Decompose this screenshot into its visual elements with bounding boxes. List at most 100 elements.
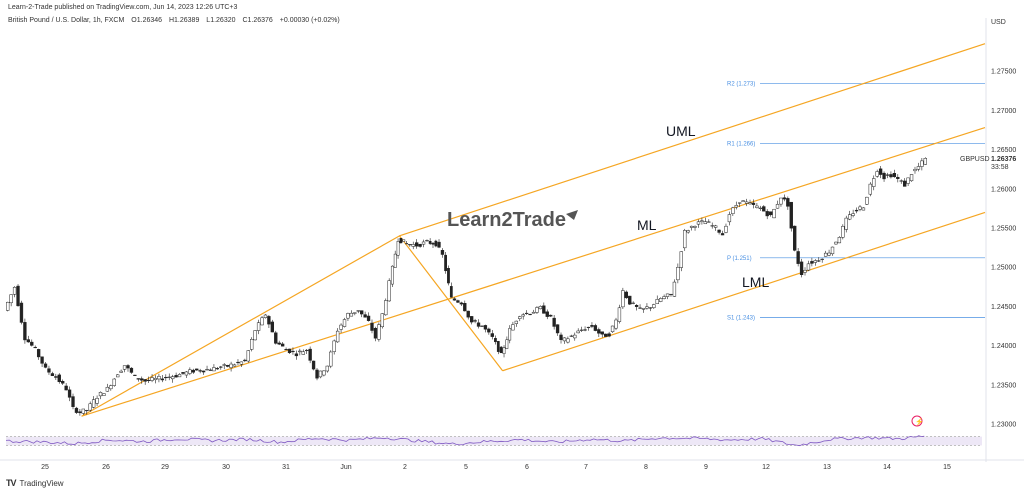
rsi-line [5,435,925,447]
pivot-label: R2 (1.273) [727,82,755,88]
candle-body [569,335,573,337]
candle-body [889,174,893,178]
candle-body [717,229,721,233]
candle-body [837,237,842,244]
candle-body [246,350,250,362]
candle-body [576,330,580,334]
candle-body [150,377,154,381]
candle-body [81,408,85,414]
candle-body [459,302,464,305]
candle-body [566,338,570,343]
candle-body [631,302,635,304]
candle-body [291,350,295,353]
candle-body [263,314,268,318]
candle-body [844,217,848,230]
currency-label: USD [991,19,1006,26]
candle-body [380,313,384,328]
candle-body [806,263,811,271]
candle-body [607,333,611,337]
candle-body [665,293,670,297]
candle-body [219,366,223,368]
candle-body [57,374,61,383]
candle-body [628,295,632,305]
time-tick-label: 5 [464,464,468,471]
candle-body [799,261,804,275]
instrument-name: British Pound / U.S. Dollar, 1h, FXCM [8,17,125,24]
candle-body [731,207,735,214]
candle-body [727,214,732,223]
candle-body [793,225,797,251]
candle-body [431,242,435,245]
candle-body [102,393,106,396]
candle-body [399,238,403,244]
candle-body [366,315,371,321]
time-tick-label: Jun [340,464,351,471]
watermark-arrow-icon [566,210,578,220]
change-value: +0.00030 (+0.02%) [279,17,340,24]
candle-body [415,242,419,247]
candle-body [700,220,704,222]
candle-body [583,329,587,331]
candle-body [329,351,333,367]
candle-body [521,314,525,317]
candle-body [160,378,165,381]
candle-body [325,365,329,372]
time-tick-label: 14 [883,464,891,471]
candle-body [64,385,68,391]
candle-body [402,239,406,242]
candle-body [648,307,653,309]
candle-body [16,285,20,307]
candle-body [308,348,312,361]
candle-body [85,409,89,412]
candle-body [775,204,780,209]
countdown-label: 33:58 [991,164,1009,171]
pivot-label: R1 (1.266) [727,141,755,147]
time-tick-label: 15 [943,464,951,471]
median-line [81,127,986,417]
candle-body [9,294,13,304]
candle-body [538,305,543,310]
candle-body [528,313,532,316]
candle-body [78,411,82,414]
candle-body [693,226,697,228]
pivot-label: S1 (1.243) [727,315,755,321]
candle-body [95,398,99,404]
time-tick-label: 9 [704,464,708,471]
candle-body [167,376,171,378]
candle-body [305,349,309,352]
candle-body [33,346,37,349]
candle-body [229,363,233,369]
candle-body [524,312,529,315]
candle-body [669,293,673,296]
candle-body [225,364,230,367]
andrews-channel [81,43,986,417]
candle-body [91,399,96,408]
candle-body [311,360,316,370]
time-axis[interactable]: 25 26 29 30 31 Jun 2 5 6 7 8 9 12 13 14 15 [0,459,1024,471]
candle-body [71,396,75,407]
candle-body [208,369,213,371]
candle-body [215,368,220,370]
price-tick-label: 1.24000 [991,343,1016,350]
candle-body [559,334,563,340]
price-tick-label: 1.27500 [991,69,1016,76]
candle-body [270,321,275,333]
footer: TV TradingView [6,478,64,488]
price-axis[interactable]: USD 1.27500 1.27000 1.26500 1.26000 1.25500 1.… [960,18,1016,462]
candle-body [872,178,876,187]
candle-body [405,243,409,245]
candle-body [396,241,400,256]
candle-body [899,180,903,182]
candle-body [810,261,814,264]
candle-body [284,349,288,351]
candle-body [384,300,388,316]
candle-body [734,205,738,208]
candle-body [593,325,598,331]
candle-body [923,158,927,165]
candle-body [373,327,378,339]
candle-body [449,286,453,298]
uml-label: UML [666,123,696,139]
candle-body [779,197,783,205]
candle-body [624,291,628,299]
